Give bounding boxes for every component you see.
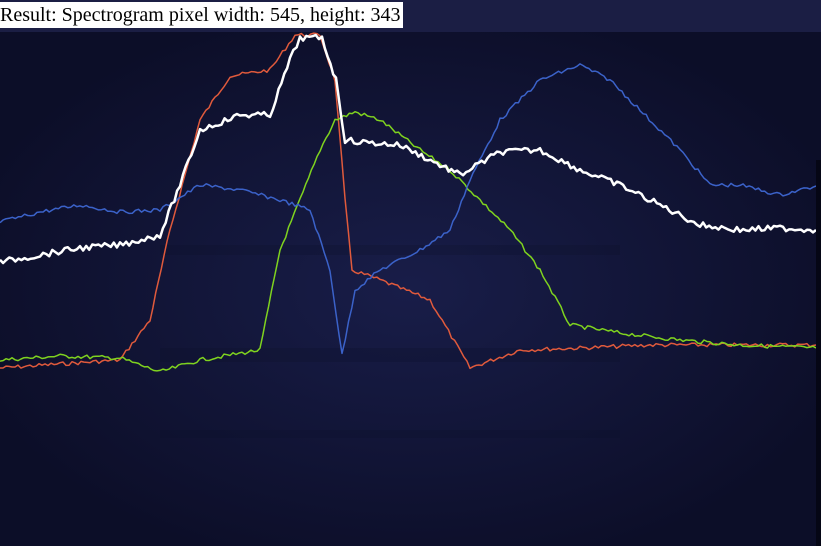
dark-line-2: [160, 348, 620, 362]
spectrogram-band: [150, 80, 670, 460]
series-line-3: [0, 33, 817, 265]
dark-line-1: [160, 245, 620, 255]
result-label: Result: Spectrogram pixel width: 545, he…: [0, 2, 403, 28]
series-line-1: [0, 110, 817, 372]
right-edge-bar: [816, 160, 821, 546]
curves-group: [0, 32, 817, 372]
series-line-0: [0, 32, 817, 370]
dark-line-3: [160, 430, 620, 438]
series-line-2: [0, 63, 817, 355]
